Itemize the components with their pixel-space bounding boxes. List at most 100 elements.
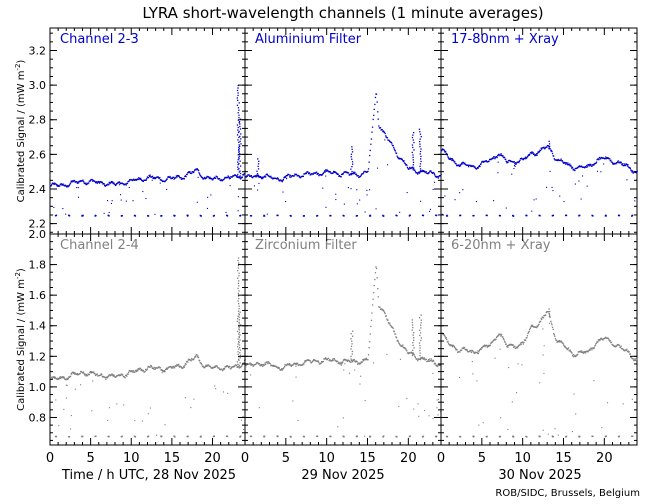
data-point (283, 365, 286, 368)
data-point (259, 176, 262, 178)
spike-point (237, 315, 239, 317)
scatter-point (196, 201, 198, 203)
data-point (317, 173, 319, 175)
data-point (450, 158, 452, 160)
data-point (342, 361, 344, 363)
data-point (397, 340, 399, 343)
data-point (478, 166, 480, 168)
data-point (575, 355, 577, 357)
data-point (138, 177, 140, 179)
data-point (329, 171, 331, 173)
data-point (606, 157, 608, 159)
data-point (185, 363, 187, 365)
low-band-point (605, 215, 607, 217)
scatter-point (164, 424, 166, 426)
scatter-point (286, 177, 288, 179)
data-point (113, 375, 115, 377)
low-band-point (226, 435, 229, 438)
data-point (477, 353, 479, 355)
data-point (89, 179, 92, 182)
data-point (112, 182, 114, 185)
data-point (545, 147, 547, 149)
data-point (263, 176, 265, 178)
data-point (518, 161, 520, 164)
scatter-point (134, 420, 136, 422)
data-point (196, 356, 198, 358)
data-point (79, 181, 81, 183)
data-point (626, 348, 628, 350)
spike-point (237, 267, 240, 269)
data-point (362, 360, 365, 362)
scatter-point (514, 165, 516, 167)
data-point (214, 177, 217, 179)
data-point (51, 183, 53, 186)
data-point (245, 366, 247, 368)
spike-point (351, 166, 353, 168)
spike-point (238, 319, 240, 321)
data-point (114, 183, 116, 185)
data-point (443, 334, 445, 336)
scatter-point (80, 384, 82, 386)
data-point (204, 366, 206, 368)
data-point (84, 182, 86, 184)
data-point (309, 360, 311, 362)
data-point (249, 363, 251, 365)
scatter-point (622, 403, 624, 405)
spike-point (239, 349, 242, 351)
spike-point (239, 354, 242, 356)
data-point (211, 178, 213, 180)
data-point (223, 178, 225, 180)
scatter-point (240, 419, 242, 421)
data-point (449, 344, 451, 347)
data-point (527, 331, 530, 333)
scatter-point (137, 370, 139, 372)
low-band-point (121, 435, 123, 437)
data-point (566, 162, 568, 164)
data-point (104, 184, 106, 186)
spike-point (238, 314, 241, 316)
data-point (298, 174, 300, 177)
data-point (310, 174, 312, 176)
data-point (77, 182, 80, 184)
data-point (402, 346, 405, 348)
data-point (567, 162, 569, 164)
data-point (339, 362, 342, 364)
y-tick-label: 2.4 (29, 183, 47, 196)
data-point (543, 146, 545, 148)
spike-point (238, 336, 240, 339)
scatter-point (554, 428, 556, 430)
spike-point (237, 282, 240, 284)
data-point (582, 352, 585, 354)
data-point (73, 373, 76, 375)
scatter-point (132, 200, 134, 202)
data-point (72, 371, 74, 373)
spike-point (237, 343, 239, 345)
data-point (431, 172, 434, 174)
data-point (375, 93, 378, 95)
data-point (501, 154, 503, 156)
low-band-point (239, 436, 241, 438)
spike-point (239, 362, 241, 364)
data-point (423, 357, 425, 359)
scatter-point (325, 175, 327, 177)
data-point (83, 373, 85, 375)
data-point (245, 176, 247, 178)
x-tick-label: 5 (478, 451, 486, 466)
scatter-point (542, 328, 544, 330)
data-point (186, 173, 188, 176)
data-point (138, 368, 140, 370)
data-point (216, 365, 218, 367)
scatter-point (511, 401, 513, 403)
data-point (283, 367, 285, 369)
data-point (494, 157, 496, 159)
data-point (421, 357, 423, 359)
data-point (333, 358, 335, 360)
data-point (576, 354, 578, 356)
data-point (109, 182, 111, 184)
low-band-point (552, 214, 554, 216)
data-point (66, 377, 68, 379)
data-point (602, 339, 604, 341)
data-point (449, 157, 451, 159)
data-point (303, 363, 305, 365)
data-point (589, 163, 591, 165)
